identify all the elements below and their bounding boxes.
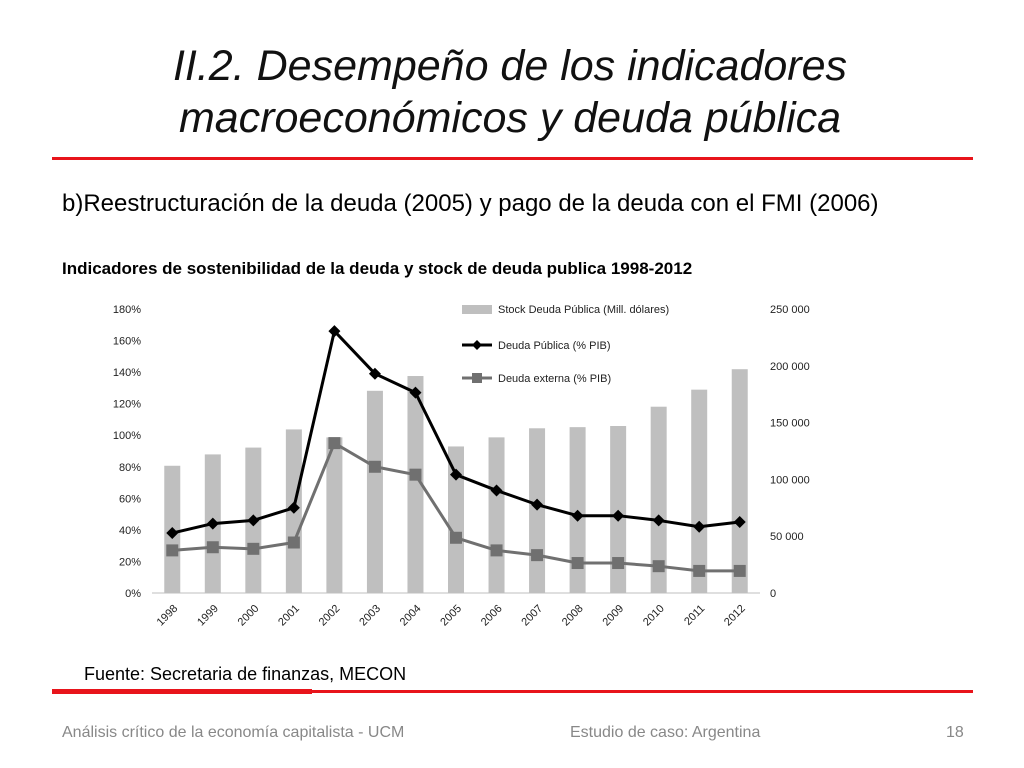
point-deuda-publica: [368, 367, 381, 380]
x-axis-tick-label: 2007: [519, 603, 545, 629]
point-deuda-publica: [409, 386, 422, 399]
point-deuda-publica: [490, 484, 503, 497]
point-deuda-externa: [287, 536, 300, 549]
point-deuda-publica: [247, 514, 260, 527]
right-axis-tick-label: 50 000: [770, 531, 804, 543]
legend-label: Stock Deuda Pública (Mill. dólares): [498, 304, 669, 316]
x-axis-tick-label: 2003: [357, 603, 383, 629]
x-axis-tick-label: 1999: [195, 603, 221, 629]
left-axis-tick-label: 140%: [113, 367, 141, 379]
x-axis-tick-label: 1998: [155, 603, 181, 629]
point-deuda-externa: [409, 468, 422, 481]
point-deuda-externa: [328, 437, 341, 450]
bar-stock-deuda: [650, 406, 667, 593]
x-axis-tick-label: 2008: [560, 603, 586, 629]
point-deuda-externa: [247, 542, 260, 555]
point-deuda-publica: [612, 509, 625, 522]
x-axis-tick-label: 2001: [276, 603, 302, 629]
right-axis-tick-label: 150 000: [770, 418, 810, 430]
point-deuda-externa: [693, 564, 706, 577]
point-deuda-publica: [206, 517, 219, 530]
slide-title: II.2. Desempeño de los indicadores macro…: [60, 40, 960, 144]
left-axis-tick-label: 0%: [125, 588, 141, 600]
page-number: 18: [946, 724, 964, 741]
bar-stock-deuda: [326, 437, 343, 593]
title-divider: [52, 157, 973, 160]
x-axis-tick-label: 2009: [600, 603, 626, 629]
point-deuda-externa: [368, 460, 381, 473]
right-axis-tick-label: 100 000: [770, 474, 810, 486]
point-deuda-externa: [733, 564, 746, 577]
point-deuda-publica: [287, 501, 300, 514]
point-deuda-externa: [450, 531, 462, 544]
point-deuda-externa: [490, 544, 503, 557]
x-axis-tick-label: 2011: [682, 603, 707, 628]
right-axis-tick-label: 0: [770, 588, 776, 600]
left-axis-tick-label: 120%: [113, 399, 141, 411]
x-axis-tick-label: 2002: [317, 603, 343, 629]
bar-stock-deuda: [610, 426, 627, 593]
footer-divider: [52, 690, 973, 693]
point-deuda-publica: [652, 514, 665, 527]
x-axis-tick-label: 2005: [438, 603, 464, 629]
point-deuda-externa: [166, 544, 179, 557]
legend-marker-diamond: [472, 340, 482, 350]
bar-stock-deuda: [366, 390, 383, 593]
legend-marker-square: [472, 373, 482, 383]
footer-section: Estudio de caso: Argentina: [570, 724, 761, 741]
point-deuda-externa: [571, 557, 584, 570]
point-deuda-externa: [612, 557, 625, 570]
slide-subtitle: b)Reestructuración de la deuda (2005) y …: [62, 190, 879, 217]
bar-stock-deuda: [448, 446, 464, 593]
left-axis-tick-label: 40%: [119, 525, 141, 537]
x-axis-tick-label: 2006: [479, 603, 505, 629]
footer-divider-accent: [52, 689, 312, 694]
right-axis-tick-label: 200 000: [770, 361, 810, 373]
point-deuda-publica: [733, 516, 746, 528]
left-axis-tick-label: 20%: [119, 556, 141, 568]
chart-title: Indicadores de sostenibilidad de la deud…: [62, 259, 693, 278]
bar-stock-deuda: [488, 437, 505, 593]
slide-title-line-2: macroeconómicos y deuda pública: [178, 94, 842, 142]
x-axis-tick-label: 2010: [641, 603, 667, 629]
left-axis-tick-label: 80%: [119, 462, 141, 474]
x-axis-tick-label: 2000: [236, 603, 262, 629]
x-axis-tick-label: 2004: [398, 603, 424, 629]
left-axis-tick-label: 160%: [113, 336, 141, 348]
legend-label: Deuda Pública (% PIB): [498, 340, 611, 352]
point-deuda-externa: [652, 560, 665, 573]
point-deuda-publica: [166, 527, 179, 540]
left-axis-tick-label: 180%: [113, 304, 141, 316]
left-axis-tick-label: 100%: [113, 430, 141, 442]
source-note: Fuente: Secretaria de finanzas, MECON: [84, 664, 407, 684]
point-deuda-publica: [450, 468, 462, 481]
x-axis-tick-label: 2012: [722, 603, 748, 629]
point-deuda-publica: [571, 509, 584, 522]
legend-label: Deuda externa (% PIB): [498, 373, 611, 385]
footer-course: Análisis crítico de la economía capitali…: [62, 724, 405, 741]
left-axis-tick-label: 60%: [119, 493, 141, 505]
bar-stock-deuda: [691, 389, 708, 593]
point-deuda-publica: [328, 325, 341, 338]
point-deuda-publica: [693, 520, 706, 533]
point-deuda-externa: [206, 541, 219, 554]
bar-stock-deuda: [731, 369, 748, 593]
legend-swatch-stock: [462, 305, 492, 314]
right-axis-tick-label: 250 000: [770, 304, 810, 316]
point-deuda-publica: [531, 498, 544, 511]
slide-title-line-1: II.2. Desempeño de los indicadores: [172, 42, 848, 90]
bar-stock-deuda: [407, 376, 424, 593]
point-deuda-externa: [531, 549, 544, 562]
